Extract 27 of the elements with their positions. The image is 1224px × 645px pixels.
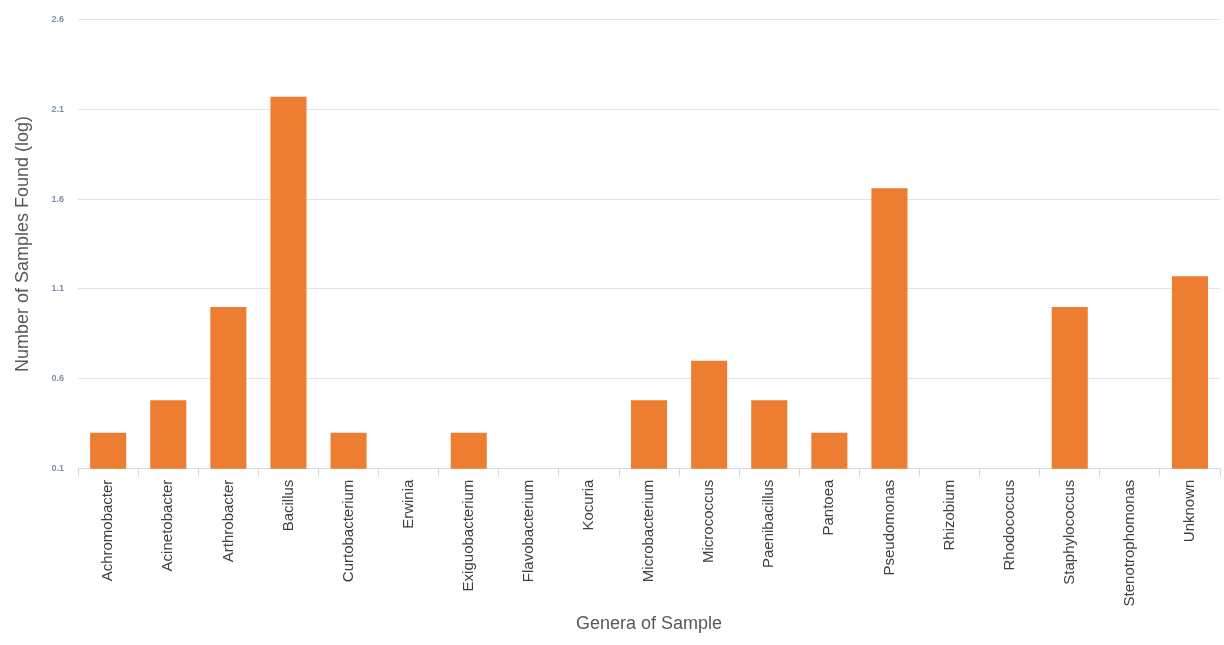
x-tick-label: Rhodococcus <box>999 479 1017 571</box>
x-tick-label: Unknown <box>1180 479 1198 543</box>
x-tick-label: Microbacterium <box>639 479 657 583</box>
y-tick-label: 0.6 <box>51 373 65 384</box>
x-tick-label: Stenotrophomonas <box>1119 479 1137 607</box>
x-tick-label: Pantoea <box>819 479 837 536</box>
x-tick-label: Micrococcus <box>699 479 717 564</box>
x-tick-label: Pseudomonas <box>879 479 897 576</box>
x-tick-label: Flavobacterium <box>519 479 536 583</box>
y-tick-label: 1.6 <box>51 193 65 204</box>
x-tick-label: Paenibacillus <box>759 479 777 569</box>
y-tick-label: 0.1 <box>51 463 65 474</box>
x-tick-label: Bacillus <box>278 479 296 532</box>
x-tick-label: Acinetobacter <box>158 479 176 572</box>
y-axis-title: Number of Samples Found (log) <box>11 115 32 373</box>
x-tick-label: Arthrobacter <box>218 479 236 563</box>
x-tick-label: Curtobacterium <box>338 479 356 583</box>
x-tick-label: Rhizobium <box>939 479 957 551</box>
y-tick-label: 1.1 <box>51 283 65 294</box>
y-tick-label: 2.6 <box>51 13 65 24</box>
x-tick-label: Exiguobacterium <box>458 479 476 592</box>
x-tick-label: Erwinia <box>398 478 416 529</box>
x-axis-title: Genera of Sample <box>576 613 723 634</box>
x-tick-label: Kocuria <box>579 478 597 531</box>
x-tick-label: Achromobacter <box>98 479 116 582</box>
y-tick-label: 2.1 <box>51 103 65 114</box>
x-tick-label: Staphylococcus <box>1059 479 1077 585</box>
